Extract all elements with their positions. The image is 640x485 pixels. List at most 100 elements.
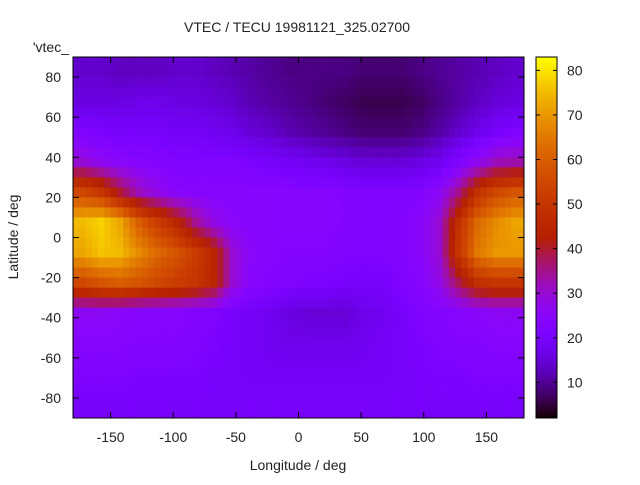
heatmap-cell (198, 117, 205, 128)
heatmap-cell (417, 227, 425, 238)
heatmap-cell (348, 237, 356, 248)
heatmap-cell (392, 367, 400, 379)
heatmap-cell (498, 347, 506, 359)
heatmap-cell (492, 277, 500, 289)
heatmap-cell (473, 187, 481, 198)
heatmap-cell (505, 297, 512, 309)
heatmap-cell (129, 57, 137, 68)
heatmap-cell (398, 97, 406, 108)
heatmap-cell (160, 57, 168, 68)
heatmap-cell (423, 387, 431, 399)
heatmap-cell (492, 207, 500, 218)
heatmap-cell (448, 317, 456, 329)
colorbar-swatch (536, 204, 557, 208)
heatmap-cell (204, 297, 212, 309)
heatmap-cell (217, 267, 224, 279)
heatmap-cell (436, 137, 443, 148)
heatmap-cell (473, 157, 481, 168)
heatmap-cell (166, 227, 174, 238)
y-axis-label: Latitude / deg (5, 195, 21, 280)
heatmap-cell (235, 227, 243, 238)
heatmap-cell (285, 387, 293, 399)
heatmap-cell (98, 267, 105, 279)
heatmap-cell (185, 397, 193, 409)
heatmap-cell (91, 257, 99, 268)
heatmap-cell (442, 167, 450, 178)
heatmap-cell (166, 107, 174, 118)
heatmap-cell (91, 337, 99, 349)
heatmap-cell (417, 257, 425, 268)
heatmap-cell (423, 87, 431, 98)
heatmap-cell (160, 177, 168, 188)
heatmap-cell (185, 267, 193, 279)
heatmap-cell (323, 237, 331, 248)
heatmap-cell (148, 227, 155, 238)
heatmap-cell (73, 207, 80, 218)
heatmap-cell (329, 277, 337, 289)
heatmap-cell (198, 177, 205, 188)
heatmap-cell (98, 337, 105, 349)
heatmap-cell (411, 207, 418, 218)
heatmap-cell (404, 187, 412, 198)
heatmap-cell (323, 137, 331, 148)
heatmap-cell (298, 257, 306, 268)
heatmap-cell (173, 307, 180, 319)
heatmap-cell (223, 257, 230, 268)
heatmap-cell (210, 57, 218, 68)
heatmap-cell (123, 217, 130, 228)
colorbar-swatch (536, 147, 557, 151)
heatmap-cell (285, 117, 293, 128)
heatmap-cell (267, 227, 274, 238)
heatmap-cell (285, 337, 293, 349)
heatmap-cell (304, 187, 312, 198)
heatmap-cell (148, 97, 155, 108)
heatmap-cell (329, 77, 337, 88)
heatmap-cell (348, 397, 356, 409)
heatmap-cell (235, 277, 243, 289)
heatmap-cell (417, 377, 425, 389)
heatmap-cell (511, 157, 519, 168)
heatmap-cell (135, 67, 143, 78)
heatmap-cell (285, 237, 293, 248)
heatmap-cell (85, 257, 93, 268)
heatmap-cell (148, 347, 155, 359)
heatmap-cell (430, 387, 437, 399)
heatmap-cell (254, 277, 262, 289)
heatmap-cell (511, 97, 519, 108)
heatmap-cell (505, 187, 512, 198)
heatmap-cell (298, 367, 306, 379)
heatmap-cell (279, 377, 287, 389)
heatmap-cell (210, 247, 218, 258)
heatmap-cell (436, 197, 443, 208)
heatmap-cell (123, 147, 130, 158)
heatmap-cell (498, 337, 506, 349)
heatmap-cell (342, 177, 350, 188)
heatmap-cell (392, 197, 400, 208)
heatmap-cell (79, 277, 86, 289)
heatmap-cell (179, 287, 187, 299)
heatmap-cell (116, 337, 124, 349)
heatmap-cell (235, 197, 243, 208)
heatmap-cell (367, 407, 375, 419)
heatmap-cell (141, 277, 149, 289)
heatmap-cell (348, 187, 356, 198)
heatmap-cell (185, 337, 193, 349)
heatmap-cell (417, 97, 425, 108)
heatmap-cell (423, 327, 431, 339)
heatmap-cell (110, 67, 118, 78)
heatmap-cell (166, 357, 174, 369)
heatmap-cell (505, 277, 512, 289)
heatmap-cell (116, 127, 124, 138)
heatmap-cell (455, 287, 462, 299)
heatmap-cell (242, 157, 249, 168)
heatmap-cell (298, 167, 306, 178)
heatmap-cell (455, 267, 462, 279)
heatmap-cell (417, 67, 425, 78)
heatmap-cell (154, 177, 162, 188)
heatmap-cell (492, 77, 500, 88)
colorbar-swatch (536, 150, 557, 154)
heatmap-cell (298, 247, 306, 258)
heatmap-cell (430, 367, 437, 379)
heatmap-cell (98, 107, 105, 118)
